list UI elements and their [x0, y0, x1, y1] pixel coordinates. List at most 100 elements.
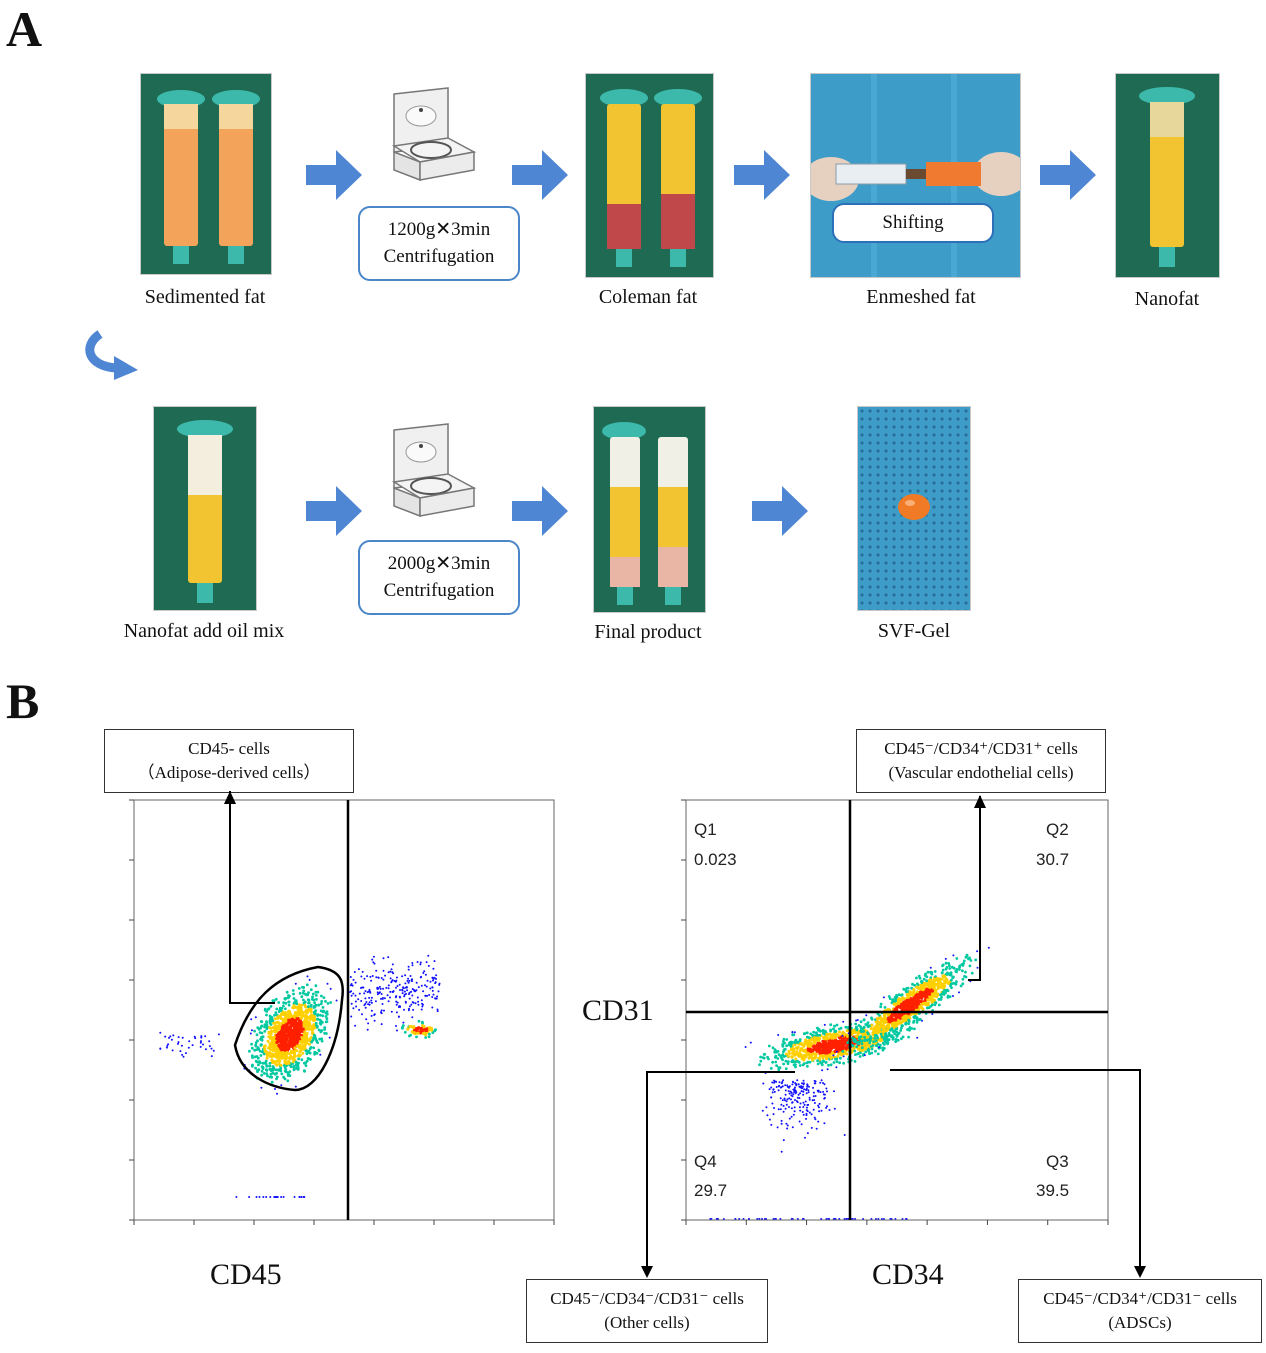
event-dot — [778, 1066, 782, 1069]
event-dot — [903, 1018, 907, 1022]
event-dot — [945, 978, 949, 982]
event-dot — [824, 1030, 827, 1033]
event-dot — [910, 1027, 914, 1030]
event-dot — [900, 1013, 904, 1017]
event-dot — [288, 1021, 292, 1025]
event-dot — [187, 1046, 190, 1049]
event-dot — [759, 1055, 762, 1059]
event-dot — [294, 982, 297, 985]
event-dot — [208, 1040, 211, 1043]
event-dot — [777, 1034, 780, 1036]
event-dot — [841, 1050, 845, 1053]
event-dot — [370, 1001, 373, 1004]
event-dot — [274, 1088, 276, 1090]
event-dot — [188, 1040, 191, 1043]
cd31-axis-label: CD31 — [582, 994, 654, 1027]
event-dot — [915, 1020, 919, 1024]
event-dot — [420, 999, 423, 1002]
event-dot — [827, 1036, 830, 1040]
centrifuge-icon — [391, 423, 477, 518]
event-dot — [892, 1025, 896, 1028]
event-dot — [952, 975, 955, 979]
event-dot — [954, 982, 958, 986]
adscs-label-line1: CD45⁻/CD34⁺/CD31⁻ cells — [1043, 1289, 1237, 1308]
event-dot — [758, 1063, 761, 1067]
event-dot — [351, 984, 354, 987]
event-dot — [287, 1003, 291, 1007]
event-dot — [773, 1090, 776, 1093]
event-dot — [410, 978, 413, 981]
event-dot — [793, 1106, 796, 1109]
event-dot — [862, 1025, 866, 1029]
event-dot — [265, 1027, 269, 1031]
event-dot — [805, 1112, 808, 1115]
event-dot — [325, 1017, 329, 1021]
event-dot — [834, 1057, 837, 1061]
event-dot — [159, 1047, 162, 1050]
event-dot — [404, 982, 407, 985]
centrifugation-label: Centrifugation — [383, 246, 495, 267]
event-dot — [803, 1088, 806, 1091]
event-dot — [303, 1045, 307, 1049]
event-dot — [823, 1023, 826, 1026]
event-dot — [929, 976, 933, 979]
event-dot — [364, 997, 367, 1000]
event-dot — [961, 969, 964, 973]
event-dot — [817, 1106, 820, 1109]
event-dot — [298, 1040, 302, 1043]
event-dot — [885, 1036, 889, 1040]
curved-return-arrow-icon — [85, 330, 138, 380]
event-dot — [167, 1043, 170, 1046]
event-dot — [902, 1016, 906, 1020]
event-dot — [773, 1107, 775, 1109]
event-dot — [872, 1028, 876, 1032]
event-dot — [408, 997, 411, 1000]
event-dot — [816, 1059, 819, 1062]
event-dot — [959, 984, 963, 988]
event-dot — [382, 987, 385, 990]
event-dot — [302, 1196, 305, 1198]
event-dot — [948, 967, 952, 970]
event-dot — [869, 1039, 872, 1043]
q3-name: Q3 — [1046, 1152, 1069, 1171]
event-dot — [297, 987, 301, 990]
event-dot — [376, 987, 379, 990]
event-dot — [770, 1123, 773, 1126]
event-dot — [787, 1090, 790, 1093]
event-dot — [353, 971, 356, 973]
event-dot — [181, 1053, 184, 1056]
event-dot — [786, 1084, 789, 1087]
enmeshed-fat-caption: Enmeshed fat — [866, 286, 976, 308]
event-dot — [293, 1196, 296, 1198]
event-dot — [300, 1003, 304, 1007]
event-dot — [411, 964, 414, 967]
event-dot — [794, 1099, 796, 1101]
event-dot — [933, 970, 937, 973]
event-dot — [950, 986, 953, 990]
event-dot — [282, 1001, 285, 1005]
event-dot — [838, 1039, 842, 1043]
nanofat-oil-mix-photo — [153, 406, 257, 611]
event-dot — [324, 1011, 328, 1015]
event-dot — [940, 992, 944, 996]
event-dot — [319, 1030, 323, 1034]
event-dot — [827, 1042, 831, 1046]
event-dot — [821, 1028, 825, 1032]
event-dot — [782, 1104, 785, 1107]
event-dot — [427, 964, 430, 967]
event-dot — [421, 1005, 424, 1008]
event-dot — [813, 1082, 816, 1085]
event-dot — [832, 1061, 836, 1064]
event-dot — [300, 1196, 303, 1198]
event-dot — [936, 985, 940, 989]
event-dot — [313, 1026, 317, 1030]
event-dot — [313, 1018, 317, 1022]
event-dot — [775, 1064, 778, 1067]
event-dot — [794, 1086, 796, 1089]
event-dot — [900, 1024, 904, 1028]
cd45-axis-label: CD45 — [210, 1258, 282, 1291]
event-dot — [818, 1102, 821, 1105]
event-dot — [870, 1023, 874, 1027]
event-dot — [786, 1098, 789, 1101]
event-dot — [881, 1046, 885, 1050]
